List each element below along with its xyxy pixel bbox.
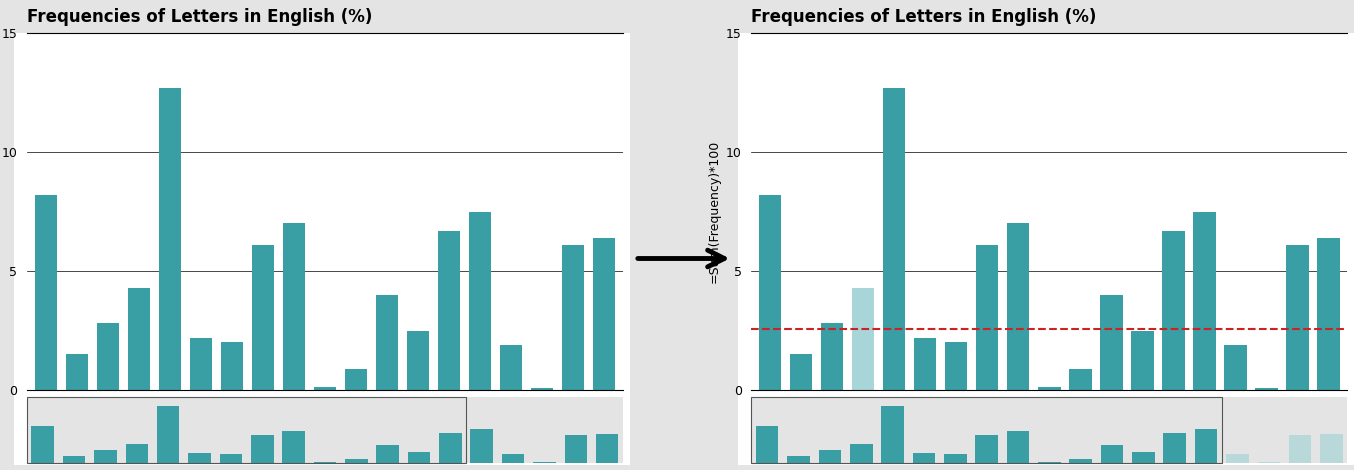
- Bar: [789, 354, 812, 390]
- Bar: [376, 445, 399, 463]
- Bar: [250, 436, 274, 463]
- Bar: [283, 431, 305, 463]
- Bar: [593, 238, 616, 390]
- Bar: [1286, 245, 1309, 390]
- Bar: [1224, 345, 1247, 390]
- Bar: [1039, 462, 1060, 463]
- Bar: [913, 453, 936, 463]
- Bar: [345, 368, 367, 390]
- Bar: [1163, 433, 1186, 463]
- Bar: [345, 459, 367, 463]
- Bar: [470, 429, 493, 463]
- Bar: [1320, 434, 1343, 463]
- Bar: [27, 397, 466, 463]
- Bar: [1039, 386, 1060, 390]
- Bar: [35, 195, 57, 390]
- Bar: [62, 456, 85, 463]
- Bar: [944, 454, 967, 463]
- Bar: [408, 452, 431, 463]
- Bar: [31, 426, 54, 463]
- Bar: [65, 354, 88, 390]
- Bar: [190, 338, 213, 390]
- Bar: [1317, 238, 1340, 390]
- Bar: [531, 388, 554, 390]
- Bar: [157, 406, 180, 463]
- Bar: [1132, 452, 1155, 463]
- Bar: [756, 426, 779, 463]
- Bar: [751, 397, 1221, 463]
- Bar: [437, 231, 460, 390]
- Bar: [821, 323, 844, 390]
- Bar: [408, 330, 429, 390]
- Bar: [188, 453, 211, 463]
- Bar: [945, 343, 967, 390]
- Bar: [252, 245, 274, 390]
- Bar: [760, 195, 781, 390]
- Bar: [1132, 330, 1154, 390]
- X-axis label: Letter: Letter: [1030, 418, 1068, 431]
- Bar: [881, 406, 904, 463]
- Bar: [96, 323, 119, 390]
- Bar: [1162, 231, 1185, 390]
- Bar: [376, 295, 398, 390]
- Bar: [1289, 436, 1312, 463]
- Bar: [1101, 295, 1122, 390]
- Bar: [1194, 429, 1217, 463]
- Bar: [468, 212, 492, 390]
- Bar: [787, 456, 810, 463]
- Bar: [502, 454, 524, 463]
- Y-axis label: =Sum(Frequency)*100: =Sum(Frequency)*100: [707, 140, 720, 283]
- Bar: [158, 88, 181, 390]
- Bar: [1193, 212, 1216, 390]
- Bar: [1101, 445, 1124, 463]
- Bar: [95, 450, 116, 463]
- Bar: [565, 436, 588, 463]
- Bar: [819, 450, 841, 463]
- Bar: [1007, 431, 1029, 463]
- Bar: [914, 338, 937, 390]
- Bar: [314, 462, 336, 463]
- Bar: [975, 436, 998, 463]
- Bar: [500, 345, 523, 390]
- Text: Frequencies of Letters in English (%): Frequencies of Letters in English (%): [751, 8, 1097, 26]
- Bar: [976, 245, 998, 390]
- Bar: [221, 343, 242, 390]
- Bar: [1070, 459, 1091, 463]
- Bar: [219, 454, 242, 463]
- Bar: [1255, 388, 1278, 390]
- Bar: [314, 386, 336, 390]
- Bar: [852, 288, 875, 390]
- Bar: [596, 434, 619, 463]
- Bar: [283, 223, 305, 390]
- Bar: [126, 444, 148, 463]
- Bar: [1007, 223, 1029, 390]
- Text: Frequencies of Letters in English (%): Frequencies of Letters in English (%): [27, 8, 372, 26]
- Bar: [1227, 454, 1248, 463]
- X-axis label: Letter: Letter: [306, 418, 344, 431]
- Bar: [127, 288, 150, 390]
- Bar: [883, 88, 906, 390]
- Bar: [850, 444, 872, 463]
- Bar: [562, 245, 585, 390]
- Bar: [439, 433, 462, 463]
- Bar: [1070, 368, 1091, 390]
